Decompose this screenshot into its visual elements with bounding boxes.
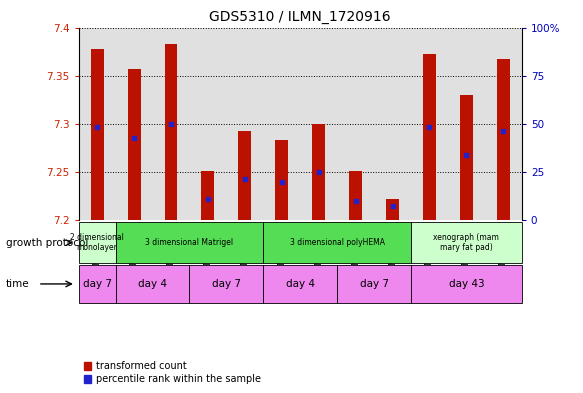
Bar <box>202 171 215 220</box>
Bar <box>264 28 300 220</box>
Text: growth protocol: growth protocol <box>6 238 88 248</box>
Bar <box>460 95 473 220</box>
Bar <box>264 222 411 263</box>
Bar <box>411 28 448 220</box>
Bar <box>423 53 436 220</box>
Bar <box>164 44 177 220</box>
Bar <box>115 265 189 303</box>
Bar <box>349 171 362 220</box>
Text: day 7: day 7 <box>212 279 241 289</box>
Bar <box>91 49 104 220</box>
Bar <box>189 265 264 303</box>
Text: day 7: day 7 <box>360 279 389 289</box>
Bar <box>238 130 251 220</box>
Bar <box>386 199 399 220</box>
Text: day 7: day 7 <box>83 279 112 289</box>
Bar <box>337 28 374 220</box>
Text: day 43: day 43 <box>448 279 484 289</box>
Text: 2 dimensional
monolayer: 2 dimensional monolayer <box>70 233 124 252</box>
Bar <box>79 28 115 220</box>
Bar <box>275 140 288 220</box>
Text: day 4: day 4 <box>286 279 315 289</box>
Legend: transformed count, percentile rank within the sample: transformed count, percentile rank withi… <box>83 361 261 384</box>
Title: GDS5310 / ILMN_1720916: GDS5310 / ILMN_1720916 <box>209 10 391 24</box>
Text: 3 dimensional polyHEMA: 3 dimensional polyHEMA <box>290 238 385 247</box>
Text: xenograph (mam
mary fat pad): xenograph (mam mary fat pad) <box>434 233 499 252</box>
Text: day 4: day 4 <box>138 279 167 289</box>
Bar <box>189 28 226 220</box>
Bar <box>153 28 189 220</box>
Text: 3 dimensional Matrigel: 3 dimensional Matrigel <box>145 238 234 247</box>
Text: time: time <box>6 279 30 289</box>
Bar <box>300 28 337 220</box>
Bar <box>128 69 141 220</box>
Bar <box>79 265 115 303</box>
Bar <box>79 222 115 263</box>
Bar <box>411 222 522 263</box>
Bar <box>226 28 264 220</box>
Bar <box>374 28 411 220</box>
Bar <box>448 28 485 220</box>
Bar <box>115 28 153 220</box>
Bar <box>497 59 510 220</box>
Bar <box>337 265 411 303</box>
Bar <box>411 265 522 303</box>
Bar <box>264 265 337 303</box>
Bar <box>312 124 325 220</box>
Bar <box>485 28 522 220</box>
Bar <box>115 222 264 263</box>
